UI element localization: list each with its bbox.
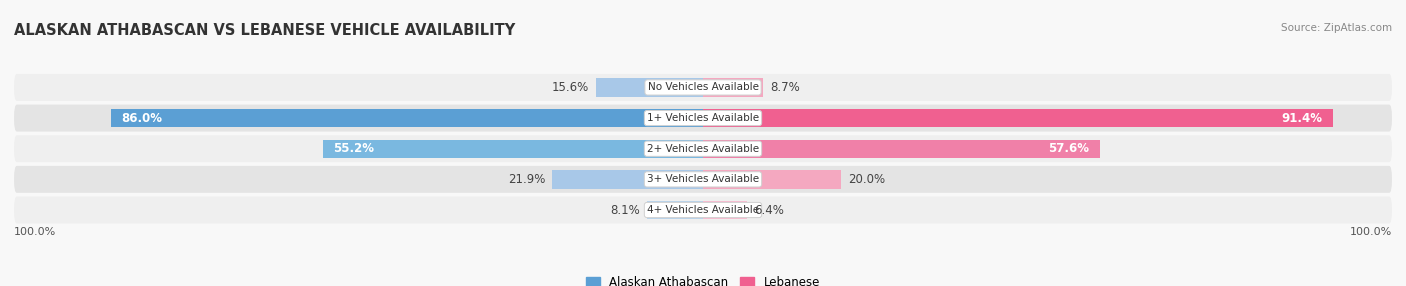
FancyBboxPatch shape (14, 74, 1392, 101)
Bar (703, 78, 763, 97)
FancyBboxPatch shape (14, 196, 1392, 223)
FancyBboxPatch shape (14, 105, 1392, 132)
Bar (647, 201, 703, 219)
Text: 4+ Vehicles Available: 4+ Vehicles Available (647, 205, 759, 215)
Bar (703, 109, 1333, 127)
Legend: Alaskan Athabascan, Lebanese: Alaskan Athabascan, Lebanese (581, 271, 825, 286)
Bar (703, 201, 747, 219)
Bar (323, 140, 703, 158)
Text: 91.4%: 91.4% (1281, 112, 1323, 125)
Text: 100.0%: 100.0% (14, 227, 56, 237)
Bar (703, 170, 841, 188)
FancyBboxPatch shape (14, 166, 1392, 193)
Text: Source: ZipAtlas.com: Source: ZipAtlas.com (1281, 23, 1392, 33)
Text: 55.2%: 55.2% (333, 142, 374, 155)
Bar (703, 140, 1099, 158)
Bar (111, 109, 703, 127)
Bar (553, 170, 703, 188)
Text: 15.6%: 15.6% (551, 81, 589, 94)
Text: 3+ Vehicles Available: 3+ Vehicles Available (647, 174, 759, 184)
Text: 1+ Vehicles Available: 1+ Vehicles Available (647, 113, 759, 123)
Text: No Vehicles Available: No Vehicles Available (648, 82, 758, 92)
Text: 8.7%: 8.7% (770, 81, 800, 94)
Text: 6.4%: 6.4% (754, 204, 785, 217)
Text: 8.1%: 8.1% (610, 204, 640, 217)
Text: 86.0%: 86.0% (121, 112, 162, 125)
Text: 2+ Vehicles Available: 2+ Vehicles Available (647, 144, 759, 154)
Text: ALASKAN ATHABASCAN VS LEBANESE VEHICLE AVAILABILITY: ALASKAN ATHABASCAN VS LEBANESE VEHICLE A… (14, 23, 516, 38)
Text: 20.0%: 20.0% (848, 173, 884, 186)
Text: 21.9%: 21.9% (508, 173, 546, 186)
FancyBboxPatch shape (14, 135, 1392, 162)
Text: 100.0%: 100.0% (1350, 227, 1392, 237)
Bar (596, 78, 703, 97)
Text: 57.6%: 57.6% (1049, 142, 1090, 155)
